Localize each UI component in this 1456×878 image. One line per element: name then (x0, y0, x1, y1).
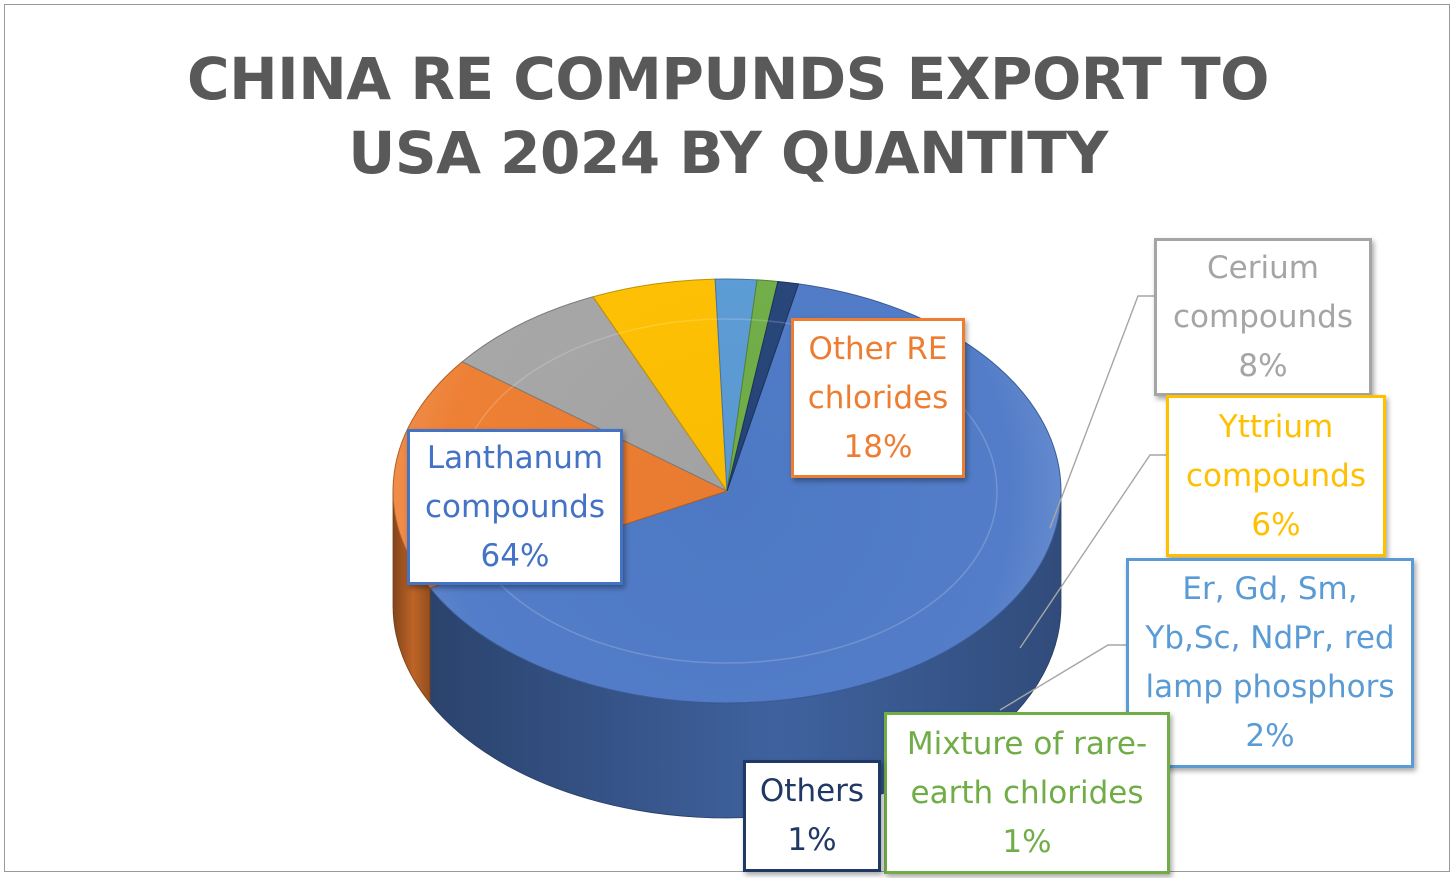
data-label-5: Mixture of rare-earth chlorides 1% (884, 712, 1170, 874)
data-label-0: Lanthanum compounds 64% (407, 429, 623, 585)
data-label-4-percent: 2% (1245, 718, 1295, 754)
data-label-6-percent: 1% (787, 822, 837, 858)
data-label-2: Cerium compounds 8% (1154, 238, 1372, 396)
data-label-3: Yttrium compounds 6% (1166, 395, 1386, 557)
data-label-4: Er, Gd, Sm, Yb,Sc, NdPr, red lamp phosphor… (1126, 558, 1414, 768)
data-label-3-percent: 6% (1251, 506, 1301, 543)
data-label-4-name-line-2: lamp phosphors (1145, 669, 1395, 705)
leader-line-3 (1019, 454, 1166, 649)
data-label-4-name-line-0: Er, Gd, Sm, (1182, 571, 1358, 607)
data-label-3-name-line-0: Yttrium (1218, 408, 1334, 445)
chart-title-line-2: USA 2024 BY QUANTITY (348, 119, 1108, 187)
data-label-2-name-line-1: compounds (1173, 298, 1353, 335)
leader-line-4 (999, 644, 1126, 711)
data-label-1: Other RE chlorides 18% (791, 318, 965, 478)
chart-title: CHINA RE COMPUNDS EXPORT TO USA 2024 BY … (0, 42, 1456, 190)
data-label-1-name-line-0: Other RE (808, 330, 948, 367)
data-label-1-percent: 18% (843, 428, 913, 465)
data-label-5-percent: 1% (1002, 823, 1052, 860)
data-label-5-name-line-0: Mixture of rare- (906, 725, 1148, 762)
leader-line-2 (1049, 295, 1154, 529)
chart-title-line-1: CHINA RE COMPUNDS EXPORT TO (187, 45, 1269, 113)
data-label-3-name-line-1: compounds (1186, 457, 1366, 494)
pie-slice-3 (592, 278, 728, 493)
pie-slice-6 (726, 280, 800, 492)
data-label-2-percent: 8% (1238, 347, 1288, 384)
data-label-2-name-line-0: Cerium (1207, 249, 1319, 286)
data-label-6: Others 1% (743, 760, 881, 872)
data-label-5-name-line-1: earth chlorides (910, 774, 1144, 811)
data-label-0-name-line-0: Lanthanum (426, 439, 604, 476)
pie-slice-2 (461, 296, 729, 493)
data-label-1-name-line-1: chlorides (807, 379, 949, 416)
data-label-4-name-line-1: Yb,Sc, NdPr, red (1145, 620, 1395, 656)
data-label-0-percent: 64% (480, 537, 550, 574)
data-label-6-name-line-0: Others (759, 773, 865, 809)
leader-lines (999, 295, 1166, 711)
data-label-0-name-line-1: compounds (425, 488, 605, 525)
